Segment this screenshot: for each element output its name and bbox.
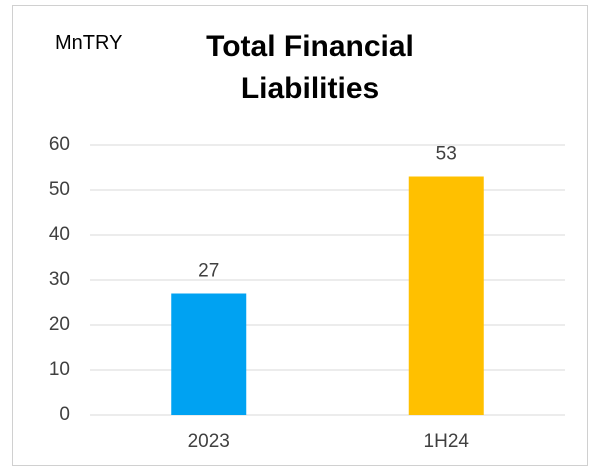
bar [171,293,247,415]
y-tick-label: 50 [49,179,70,200]
x-tick-label: 2023 [188,431,230,452]
chart-title: Total Financial Liabilities [206,30,414,105]
x-tick-label: 1H24 [424,431,470,452]
bar [408,176,484,415]
data-label: 53 [436,144,457,165]
y-tick-label: 40 [49,224,70,245]
y-tick-label: 10 [49,359,70,380]
chart-frame [12,5,588,466]
y-tick-label: 20 [49,314,70,335]
y-tick-label: 0 [59,404,70,425]
data-label: 27 [198,261,219,282]
y-tick-label: 60 [49,134,70,155]
y-axis-unit: MnTRY [55,32,123,54]
y-tick-label: 30 [49,269,70,290]
